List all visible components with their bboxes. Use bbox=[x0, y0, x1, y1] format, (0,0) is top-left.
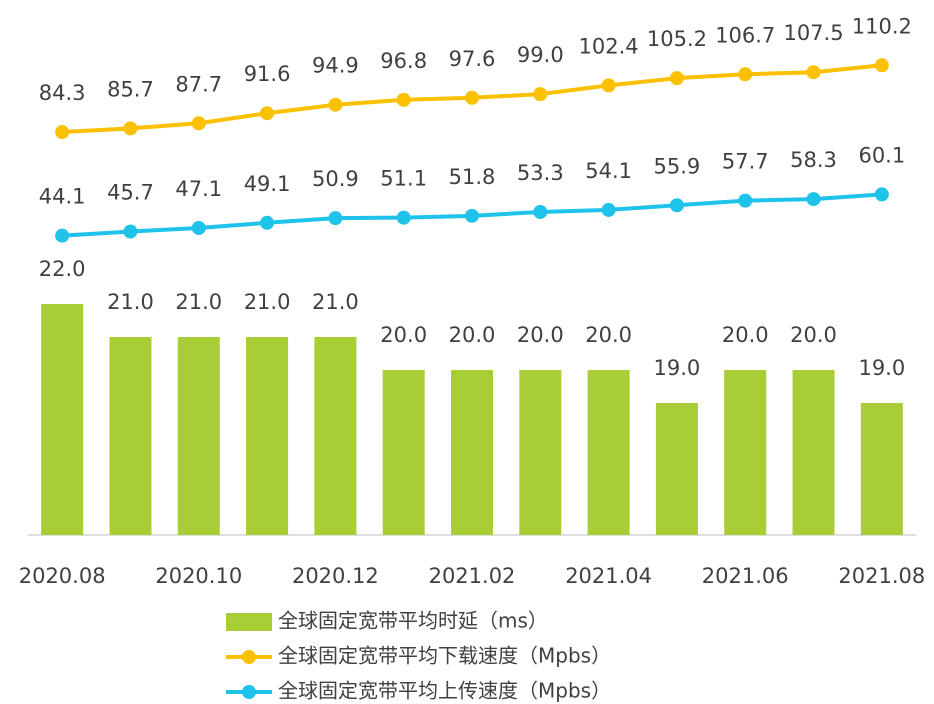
point bbox=[396, 210, 411, 225]
data-label: 54.1 bbox=[585, 159, 632, 183]
data-label: 20.0 bbox=[790, 323, 837, 347]
legend-label: 全球固定宽带平均时延（ms） bbox=[278, 609, 548, 633]
point bbox=[738, 67, 753, 82]
data-label: 96.8 bbox=[380, 49, 427, 73]
data-label: 20.0 bbox=[585, 323, 632, 347]
data-label: 51.8 bbox=[449, 165, 496, 189]
point bbox=[191, 220, 206, 235]
data-label: 47.1 bbox=[175, 177, 222, 201]
data-label: 99.0 bbox=[517, 43, 564, 67]
data-label: 19.0 bbox=[654, 356, 701, 380]
data-label: 21.0 bbox=[107, 290, 154, 314]
data-label: 20.0 bbox=[722, 323, 769, 347]
data-label: 21.0 bbox=[175, 290, 222, 314]
bar bbox=[451, 370, 493, 535]
point bbox=[260, 215, 275, 230]
point bbox=[533, 87, 548, 102]
data-label: 102.4 bbox=[579, 34, 639, 58]
point bbox=[191, 116, 206, 131]
bar bbox=[655, 403, 698, 535]
legend-swatch bbox=[242, 685, 256, 699]
data-label: 85.7 bbox=[107, 77, 154, 101]
point bbox=[874, 187, 889, 202]
point bbox=[533, 204, 548, 219]
point bbox=[601, 78, 616, 93]
data-label: 20.0 bbox=[380, 323, 427, 347]
bar bbox=[246, 337, 289, 535]
x-tick-label: 2021.04 bbox=[565, 564, 652, 588]
legend-label: 全球固定宽带平均上传速度（Mpbs） bbox=[278, 679, 611, 703]
data-label: 97.6 bbox=[449, 47, 496, 71]
data-label: 19.0 bbox=[858, 356, 905, 380]
point bbox=[396, 92, 411, 107]
bar bbox=[860, 403, 903, 535]
point bbox=[738, 193, 753, 208]
point bbox=[55, 228, 70, 243]
bar bbox=[724, 370, 767, 535]
x-tick-label: 2021.06 bbox=[702, 564, 789, 588]
data-label: 107.5 bbox=[783, 21, 843, 45]
data-label: 49.1 bbox=[244, 172, 291, 196]
bar bbox=[109, 337, 152, 535]
data-label: 105.2 bbox=[647, 27, 707, 51]
point bbox=[669, 71, 684, 86]
point bbox=[260, 106, 275, 121]
data-label: 45.7 bbox=[107, 181, 154, 205]
bar bbox=[177, 337, 220, 535]
data-label: 84.3 bbox=[39, 81, 86, 105]
data-label: 87.7 bbox=[175, 72, 222, 96]
data-label: 20.0 bbox=[517, 323, 564, 347]
data-label: 106.7 bbox=[715, 23, 775, 47]
data-label: 21.0 bbox=[312, 290, 359, 314]
point bbox=[123, 121, 138, 136]
data-label: 58.3 bbox=[790, 148, 837, 172]
data-label: 20.0 bbox=[449, 323, 496, 347]
data-label: 50.9 bbox=[312, 167, 359, 191]
point bbox=[328, 211, 343, 226]
x-tick-label: 2020.12 bbox=[292, 564, 379, 588]
point bbox=[806, 65, 821, 80]
data-label: 51.1 bbox=[380, 167, 427, 191]
data-label: 22.0 bbox=[39, 257, 86, 281]
data-label: 55.9 bbox=[654, 154, 701, 178]
x-tick-label: 2021.08 bbox=[838, 564, 925, 588]
bar bbox=[41, 304, 84, 535]
bar bbox=[382, 370, 425, 535]
bar bbox=[314, 337, 357, 535]
data-label: 60.1 bbox=[858, 143, 905, 167]
data-label: 57.7 bbox=[722, 150, 769, 174]
point bbox=[806, 192, 821, 207]
x-tick-label: 2020.08 bbox=[19, 564, 106, 588]
point bbox=[465, 208, 479, 223]
point bbox=[601, 202, 616, 217]
x-tick-label: 2020.10 bbox=[155, 564, 242, 588]
bar bbox=[792, 370, 835, 535]
data-label: 110.2 bbox=[852, 14, 912, 38]
point bbox=[874, 58, 889, 73]
legend-swatch bbox=[226, 613, 272, 631]
point bbox=[123, 224, 138, 239]
point bbox=[328, 97, 343, 112]
bar bbox=[587, 370, 630, 535]
data-label: 53.3 bbox=[517, 161, 564, 185]
legend-label: 全球固定宽带平均下载速度（Mpbs） bbox=[278, 644, 611, 668]
point bbox=[465, 90, 479, 105]
x-tick-label: 2021.02 bbox=[429, 564, 516, 588]
legend-swatch bbox=[242, 650, 256, 664]
point bbox=[55, 125, 70, 140]
data-label: 91.6 bbox=[244, 62, 291, 86]
data-label: 21.0 bbox=[244, 290, 291, 314]
point bbox=[669, 198, 684, 213]
data-label: 94.9 bbox=[312, 54, 359, 78]
data-label: 44.1 bbox=[39, 185, 86, 209]
bar bbox=[519, 370, 562, 535]
